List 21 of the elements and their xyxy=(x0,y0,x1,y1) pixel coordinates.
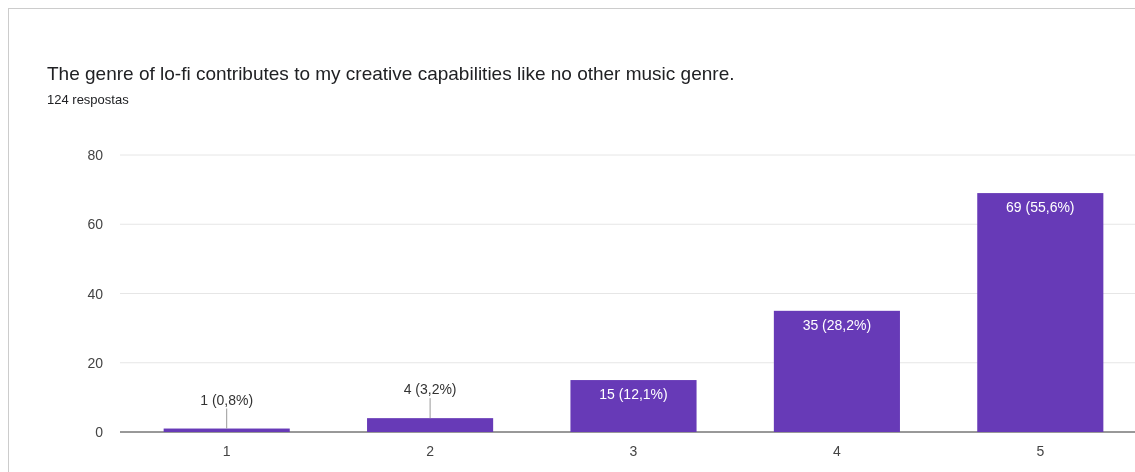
y-tick-label: 60 xyxy=(87,216,104,233)
bar xyxy=(773,310,900,432)
data-label: 69 (55,6%) xyxy=(1006,199,1075,216)
x-tick-label: 4 xyxy=(833,443,841,459)
bar xyxy=(570,380,697,432)
x-tick-label: 1 xyxy=(222,443,231,459)
x-tick-label: 3 xyxy=(629,443,638,459)
bar xyxy=(367,418,494,432)
data-label: 1 (0,8%) xyxy=(200,391,254,408)
data-label: 35 (28,2%) xyxy=(802,316,872,333)
chart-subtitle: 124 respostas xyxy=(47,92,130,107)
data-label: 15 (12,1%) xyxy=(599,386,668,403)
x-tick-label: 2 xyxy=(426,443,435,459)
y-tick-label: 0 xyxy=(95,424,104,440)
y-tick-label: 80 xyxy=(87,147,104,163)
y-tick-label: 40 xyxy=(87,285,104,302)
bar xyxy=(977,193,1104,432)
chart-title: The genre of lo-fi contributes to my creative capabilities like no other music genre. xyxy=(47,63,735,84)
x-tick-label: 5 xyxy=(1036,443,1045,459)
y-tick-label: 20 xyxy=(87,354,104,371)
data-label: 4 (3,2%) xyxy=(403,381,457,398)
